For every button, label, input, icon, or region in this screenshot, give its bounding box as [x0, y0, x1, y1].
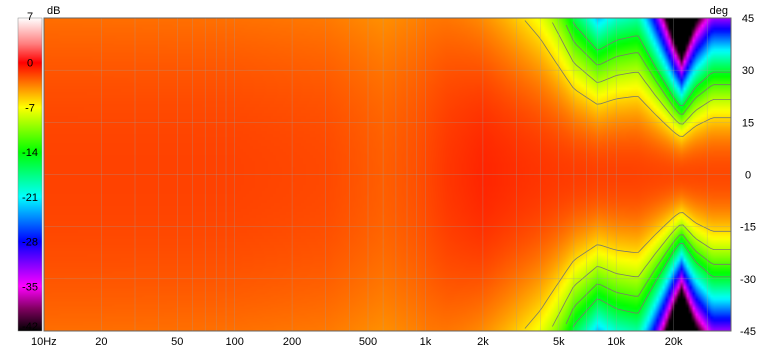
colorbar-tick-label: 0 [27, 58, 33, 70]
x-tick-label: 10k [607, 336, 625, 348]
y-tick-label: -15 [740, 222, 756, 234]
chart-grid [44, 18, 731, 331]
x-tick-label: 10Hz [31, 336, 57, 348]
y-tick-label: 15 [742, 117, 754, 129]
colorbar-tick-label: -21 [22, 192, 38, 204]
x-tick-label: 500 [359, 336, 377, 348]
y-tick-label: 30 [742, 65, 754, 77]
x-tick-label: 100 [226, 336, 244, 348]
x-tick-label: 5k [553, 336, 565, 348]
y-tick-label: 0 [745, 170, 751, 182]
axis-labels: 10Hz 20 50 100 200 500 1k 2k 5k 10k 20k 45 30 15 0 -15 -… [22, 5, 756, 348]
y-tick-label: 45 [742, 13, 754, 25]
colorbar-tick-label: -7 [25, 102, 35, 114]
y-axis-unit-label: deg [710, 5, 728, 17]
x-tick-label: 2k [477, 336, 489, 348]
x-tick-label: 20k [665, 336, 683, 348]
x-tick-label: 200 [283, 336, 301, 348]
plot-border [43, 17, 732, 332]
y-tick-label: -45 [740, 326, 756, 338]
colorbar-tick-label: 7 [27, 11, 33, 23]
y-tick-label: -30 [740, 274, 756, 286]
colorbar-tick-label: -42 [22, 321, 38, 333]
colorbar-tick-label: -35 [22, 281, 38, 293]
colorbar-unit-label: dB [47, 5, 60, 17]
contour-line [565, 234, 731, 325]
x-tick-label: 50 [171, 336, 183, 348]
colorbar-tick-label: -14 [22, 147, 38, 159]
x-tick-label: 20 [95, 336, 107, 348]
contour-line [572, 21, 731, 107]
colorbar-tick-label: -28 [22, 237, 38, 249]
contour-line [524, 212, 731, 329]
colorbar [17, 17, 43, 332]
contour-line [572, 242, 731, 328]
contour-line [565, 24, 731, 115]
x-tick-label: 1k [420, 336, 432, 348]
contour-line [524, 20, 731, 137]
